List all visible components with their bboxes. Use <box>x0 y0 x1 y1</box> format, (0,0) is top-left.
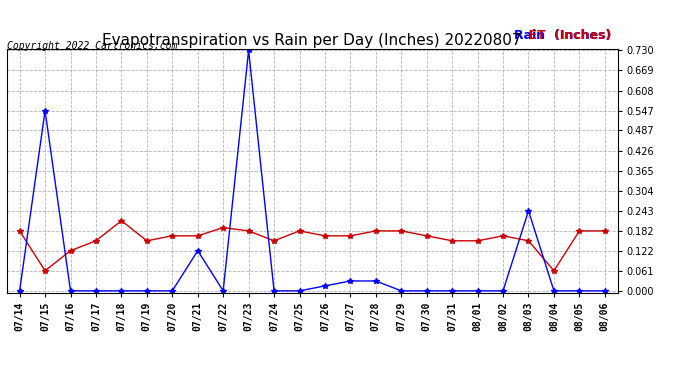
Text: Copyright 2022 Cartronics.com: Copyright 2022 Cartronics.com <box>7 41 177 51</box>
Text: Rain  (Inches): Rain (Inches) <box>514 29 611 42</box>
Text: ET  (Inches): ET (Inches) <box>476 29 611 42</box>
Title: Evapotranspiration vs Rain per Day (Inches) 20220807: Evapotranspiration vs Rain per Day (Inch… <box>103 33 522 48</box>
